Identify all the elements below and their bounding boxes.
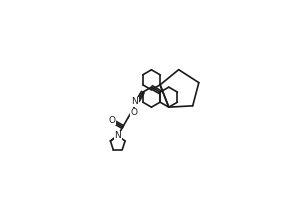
Text: N: N — [131, 97, 138, 106]
Text: O: O — [108, 116, 115, 125]
Text: O: O — [130, 108, 137, 117]
Text: N: N — [114, 131, 121, 140]
